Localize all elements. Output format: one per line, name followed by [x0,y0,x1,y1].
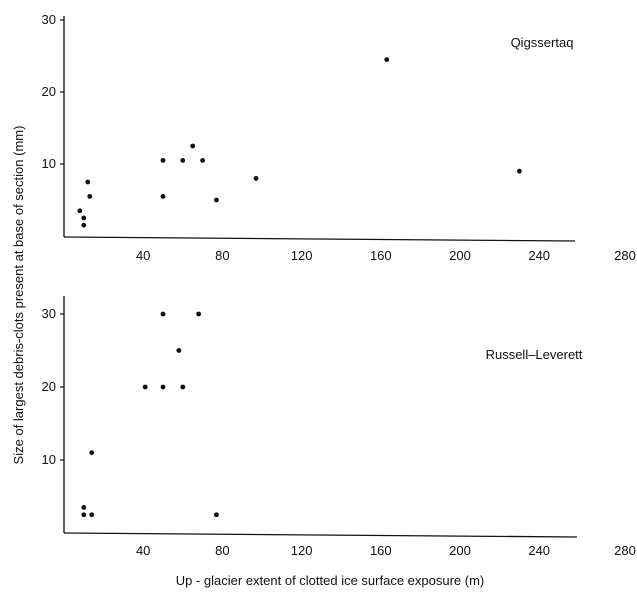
russell-leverett-x-axis [63,532,578,538]
russell-leverett-data-point [89,450,95,456]
russell-leverett-data-point [214,512,219,518]
russell-leverett-panel-label: Russell–Leverett [486,347,583,362]
qigssertaq-y-tick-label: 10 [42,156,56,171]
russell-leverett-data-point [81,505,87,510]
russell-leverett-y-tick-label: 30 [42,306,56,321]
russell-leverett-data-point [142,384,148,390]
russell-leverett-y-tick-label: 20 [42,379,56,394]
russell-leverett-x-tick-label: 40 [136,543,150,558]
russell-leverett-data-point [81,512,87,518]
qigssertaq-data-point [77,208,83,214]
qigssertaq-data-point [81,215,87,221]
qigssertaq-data-point [81,222,87,228]
russell-leverett-x-tick-label: 80 [215,543,229,558]
qigssertaq-data-point [200,158,206,163]
x-axis-label: Up - glacier extent of clotted ice surfa… [176,573,485,588]
qigssertaq-x-tick-label: 200 [449,248,471,263]
russell-leverett-x-tick-label: 200 [449,543,471,558]
russell-leverett-x-tick-label: 120 [291,543,313,558]
qigssertaq-data-point [384,57,390,62]
qigssertaq-data-point [160,194,166,199]
qigssertaq-data-point [253,176,259,181]
qigssertaq-y-tick-label: 20 [42,84,56,99]
qigssertaq-x-tick-label: 160 [370,248,392,263]
russell-leverett-x-tick-label: 160 [370,543,392,558]
qigssertaq-x-tick-label: 120 [291,248,313,263]
russell-leverett-data-point [180,384,186,390]
russell-leverett-data-point [160,311,166,317]
russell-leverett-data-point [196,311,202,317]
qigssertaq-x-tick-label: 40 [136,248,150,263]
qigssertaq-x-axis [63,236,576,242]
qigssertaq-x-tick-label: 240 [528,248,550,263]
russell-leverett-x-tick-label: 280 [614,543,636,558]
qigssertaq-data-point [180,158,186,163]
qigssertaq-data-point [85,179,91,185]
qigssertaq-panel-label: Qigssertaq [511,35,574,50]
qigssertaq-data-point [214,197,219,203]
russell-leverett-y-tick-label: 10 [42,452,56,467]
qigssertaq-x-tick-label: 280 [614,248,636,263]
russell-leverett-data-point [89,512,95,518]
russell-leverett-data-point [160,384,166,390]
qigssertaq-data-point [87,194,93,199]
qigssertaq-x-tick-label: 80 [215,248,229,263]
qigssertaq-panel: 40 80 120 160 200 240 280 10 20 30 Qigssertaq [42,12,636,263]
qigssertaq-data-point [190,143,196,149]
qigssertaq-data-point [160,158,166,163]
qigssertaq-data-point [517,168,522,174]
qigssertaq-y-tick-label: 30 [42,12,56,27]
russell-leverett-panel: 40 80 120 160 200 240 280 10 20 30 Russell–Leveret… [42,296,636,558]
y-axis-label: Size of largest debris-clots present at … [11,126,26,465]
russell-leverett-data-point [176,348,182,353]
russell-leverett-x-tick-label: 240 [528,543,550,558]
